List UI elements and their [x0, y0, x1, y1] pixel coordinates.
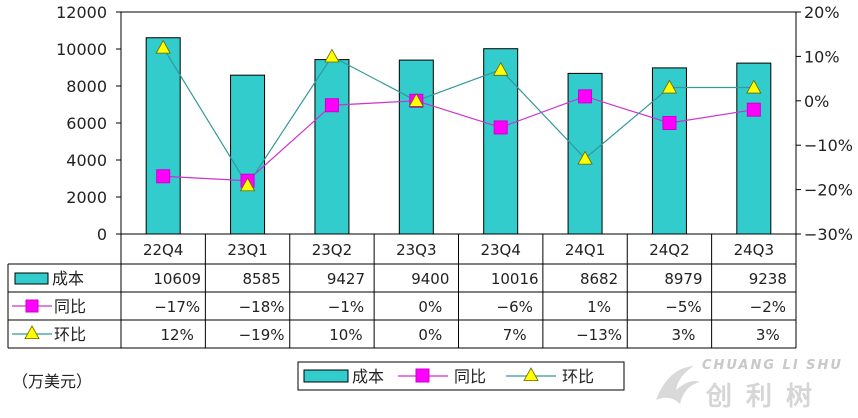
left-tick-label: 0	[97, 225, 107, 244]
category-label: 24Q3	[734, 241, 774, 259]
qoq-marker-22Q4	[155, 39, 171, 54]
table-cell: 9427	[327, 270, 365, 288]
table-cell: −5%	[665, 298, 701, 316]
qoq-line	[162, 47, 754, 187]
table-cell: −17%	[154, 298, 200, 316]
table-cell: 0%	[418, 326, 442, 344]
table-cell: −6%	[497, 298, 533, 316]
bar-23Q1	[230, 74, 266, 235]
qoq-marker-23Q3	[408, 92, 424, 107]
category-label: 24Q2	[649, 241, 689, 259]
unit-label: （万美元）	[12, 372, 93, 391]
table-cell: 1%	[587, 298, 611, 316]
table-cell: 8682	[580, 270, 618, 288]
bar-23Q3	[398, 59, 434, 235]
legend-yoy-marker	[415, 368, 430, 383]
lines-layer	[155, 39, 762, 192]
watermark-latin-text: CHUANG LI SHU	[702, 358, 843, 373]
category-label: 22Q4	[143, 241, 183, 259]
table-cell: 8979	[664, 270, 702, 288]
category-label: 23Q3	[396, 241, 436, 259]
category-label: 23Q4	[480, 241, 520, 259]
yoy-line	[163, 95, 754, 182]
qoq-marker-24Q2	[661, 79, 678, 94]
table-key-bar-swatch	[14, 272, 49, 285]
category-label: 23Q2	[312, 241, 352, 259]
legend-label: 同比	[454, 367, 486, 386]
watermark: CHUANG LI SHU 创利树	[650, 356, 855, 414]
left-tick-label: 8000	[66, 77, 107, 96]
left-tick-label: 12000	[56, 3, 107, 22]
yoy-marker-24Q3	[746, 102, 761, 117]
table-key-yoy-marker	[25, 299, 39, 313]
table-cell: 7%	[503, 326, 527, 344]
legend-box	[297, 361, 625, 391]
legend-qoq-marker	[523, 367, 539, 382]
qoq-marker-24Q3	[746, 79, 762, 94]
left-tick-label: 4000	[66, 151, 107, 170]
table-row-label: 同比	[54, 297, 86, 316]
yoy-marker-23Q2	[324, 98, 339, 113]
table-cell: 10609	[153, 270, 201, 288]
yoy-marker-24Q2	[662, 116, 677, 130]
left-tick-label: 10000	[56, 40, 107, 59]
plot-border	[120, 11, 797, 235]
legend-label: 环比	[562, 367, 594, 386]
table-key-qoq-marker	[24, 325, 40, 340]
left-tick-label: 2000	[66, 188, 107, 207]
table-row-label: 环比	[54, 325, 86, 344]
table-cell: −13%	[576, 326, 622, 344]
legend-label: 成本	[352, 367, 384, 386]
right-tick-label: −10%	[804, 136, 853, 155]
category-label: 24Q1	[565, 241, 605, 259]
table-cell: 9400	[411, 270, 449, 288]
left-tick-label: 6000	[66, 114, 107, 133]
right-tick-label: 0%	[804, 92, 829, 111]
bar-23Q2	[314, 59, 350, 235]
yoy-marker-23Q4	[493, 120, 508, 135]
qoq-marker-23Q4	[493, 61, 509, 76]
table-cell: 0%	[418, 298, 442, 316]
plot-frame	[120, 11, 797, 235]
table-cell: 8585	[242, 270, 280, 288]
table-cell: −2%	[750, 298, 786, 316]
table-cell: 3%	[672, 326, 696, 344]
category-label: 23Q1	[227, 241, 267, 259]
table-cell: 12%	[161, 326, 194, 344]
table-cell: 10016	[491, 270, 539, 288]
table-cell: −18%	[239, 298, 285, 316]
bar-23Q4	[483, 48, 519, 235]
bar-22Q4	[145, 37, 181, 235]
yoy-marker-22Q4	[156, 169, 171, 184]
right-tick-label: 20%	[804, 3, 840, 22]
right-tick-label: −30%	[804, 225, 853, 244]
legend: 成本 同比 环比	[297, 361, 625, 391]
table-cell: −19%	[239, 326, 285, 344]
table-row-label: 成本	[52, 269, 84, 288]
table-cell: 10%	[329, 326, 362, 344]
legend-bar-swatch	[303, 369, 349, 383]
qoq-marker-24Q1	[577, 150, 593, 165]
watermark-logo-icon	[656, 366, 700, 404]
right-tick-label: −20%	[804, 181, 853, 200]
table-cell: −1%	[328, 298, 364, 316]
qoq-marker-23Q1	[239, 177, 256, 192]
watermark-chinese-text: 创利树	[706, 382, 827, 412]
bars-layer	[145, 37, 772, 235]
right-tick-label: 10%	[804, 47, 840, 66]
axes-layer: 0 2000 4000 6000 8000 10000 12000 −30% −20% −10% 0…	[56, 3, 853, 244]
yoy-marker-24Q1	[578, 89, 593, 104]
qoq-marker-23Q2	[324, 48, 340, 63]
table-cell: 3%	[756, 326, 780, 344]
table-cell: 9238	[749, 270, 787, 288]
